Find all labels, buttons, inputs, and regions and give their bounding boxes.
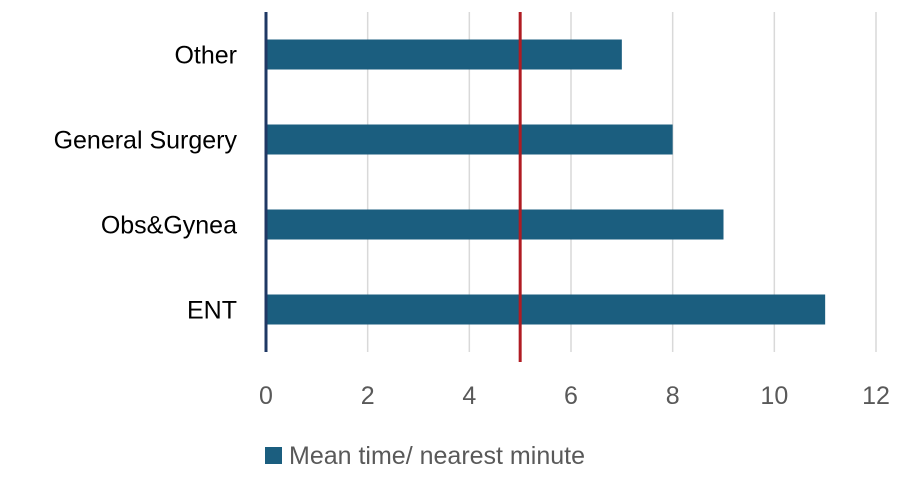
category-labels: ENT Obs&Gynea General Surgery Other [54,42,238,325]
legend-swatch [265,447,282,464]
bars [266,39,826,325]
category-label-1: Obs&Gynea [101,212,237,240]
x-tick-labels: 0 2 4 6 8 10 12 [259,382,890,410]
bar-1 [266,209,724,240]
x-tick-label-6: 12 [862,382,890,410]
bar-3 [266,39,622,70]
category-label-2: General Surgery [54,127,238,155]
x-tick-label-3: 6 [564,382,578,410]
bar-2 [266,124,673,155]
category-label-3: Other [174,42,237,70]
x-tick-label-1: 2 [361,382,375,410]
x-tick-label-0: 0 [259,382,273,410]
legend-label: Mean time/ nearest minute [289,442,585,470]
category-label-0: ENT [187,297,237,325]
x-tick-label-5: 10 [760,382,788,410]
bar-0 [266,294,826,325]
x-tick-label-2: 4 [462,382,476,410]
legend: Mean time/ nearest minute [265,442,585,470]
x-tick-label-4: 8 [666,382,680,410]
